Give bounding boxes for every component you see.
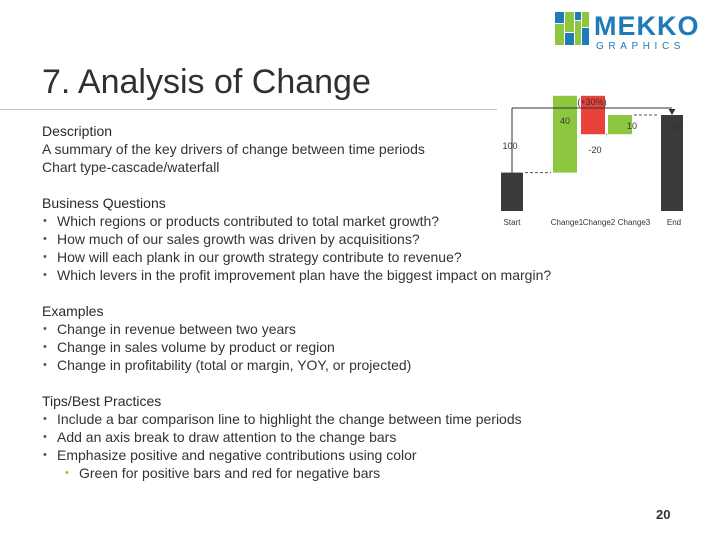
bar-end	[661, 115, 683, 211]
comparison-arrow-icon	[668, 109, 676, 115]
list-item: Add an axis break to draw attention to t…	[42, 428, 602, 446]
description-line: A summary of the key drivers of change b…	[42, 141, 425, 157]
category-label: Start	[504, 218, 522, 227]
business-questions-heading: Business Questions	[42, 195, 166, 211]
data-label: 40	[560, 116, 570, 126]
business-questions-list: Which regions or products contributed to…	[42, 212, 602, 284]
list-item: Which levers in the profit improvement p…	[42, 266, 602, 284]
list-item: Include a bar comparison line to highlig…	[42, 410, 602, 428]
tips-section: Tips/Best Practices Include a bar compar…	[42, 392, 602, 482]
category-label: Change3	[618, 218, 651, 227]
page-number: 20	[656, 507, 671, 522]
data-label: 10	[627, 121, 637, 131]
data-label: 130	[666, 122, 681, 132]
bar-start	[501, 172, 523, 211]
title-divider	[0, 109, 497, 110]
list-item: Change in revenue between two years	[42, 320, 602, 338]
list-item: Emphasize positive and negative contribu…	[42, 446, 602, 464]
list-item: Change in profitability (total or margin…	[42, 356, 602, 374]
business-questions-section: Business Questions Which regions or prod…	[42, 194, 602, 284]
description-line: Chart type-cascade/waterfall	[42, 159, 220, 175]
logo-word: MEKKO	[594, 11, 700, 41]
category-label: Change1	[551, 218, 584, 227]
description-heading: Description	[42, 123, 113, 139]
list-item: How much of our sales growth was driven …	[42, 230, 602, 248]
data-label: -20	[588, 145, 601, 155]
logo-sub: GRAPHICS	[596, 41, 686, 52]
bar-change2	[581, 95, 605, 135]
data-label: 100	[502, 141, 517, 151]
description-section: Description A summary of the key drivers…	[42, 122, 602, 176]
comparison-annotation: (+30%)	[577, 97, 606, 107]
page-title: 7. Analysis of Change	[42, 63, 371, 101]
category-label: End	[667, 218, 681, 227]
list-item: Change in sales volume by product or reg…	[42, 338, 602, 356]
list-item: How will each plank in our growth strate…	[42, 248, 602, 266]
examples-heading: Examples	[42, 303, 104, 319]
list-item: Which regions or products contributed to…	[42, 212, 602, 230]
bar-change3	[608, 115, 632, 135]
category-label: Change2	[583, 218, 616, 227]
examples-list: Change in revenue between two years Chan…	[42, 320, 602, 374]
logo-mark-icon	[555, 12, 589, 45]
tips-heading: Tips/Best Practices	[42, 393, 162, 409]
mekko-graphics-logo: MEKKO GRAPHICS	[555, 12, 705, 52]
examples-section: Examples Change in revenue between two y…	[42, 302, 602, 374]
bar-change1	[553, 95, 577, 173]
waterfall-chart: (+30%) 100 40 -20 10 130 Start Change1 Change2 Ch…	[501, 95, 683, 227]
list-subitem: Green for positive bars and red for nega…	[42, 464, 602, 482]
tips-list: Include a bar comparison line to highlig…	[42, 410, 602, 482]
